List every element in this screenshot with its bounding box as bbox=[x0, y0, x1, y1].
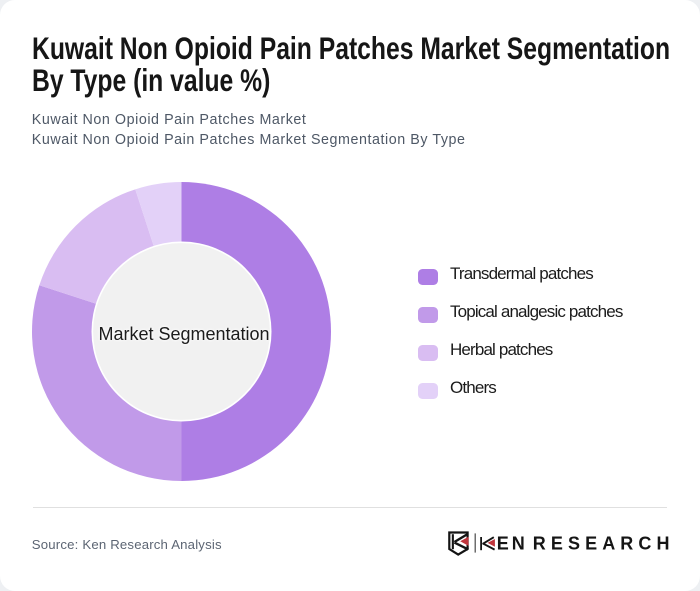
svg-text:EN: EN bbox=[497, 534, 528, 554]
svg-text:RESEARCH: RESEARCH bbox=[533, 534, 675, 554]
